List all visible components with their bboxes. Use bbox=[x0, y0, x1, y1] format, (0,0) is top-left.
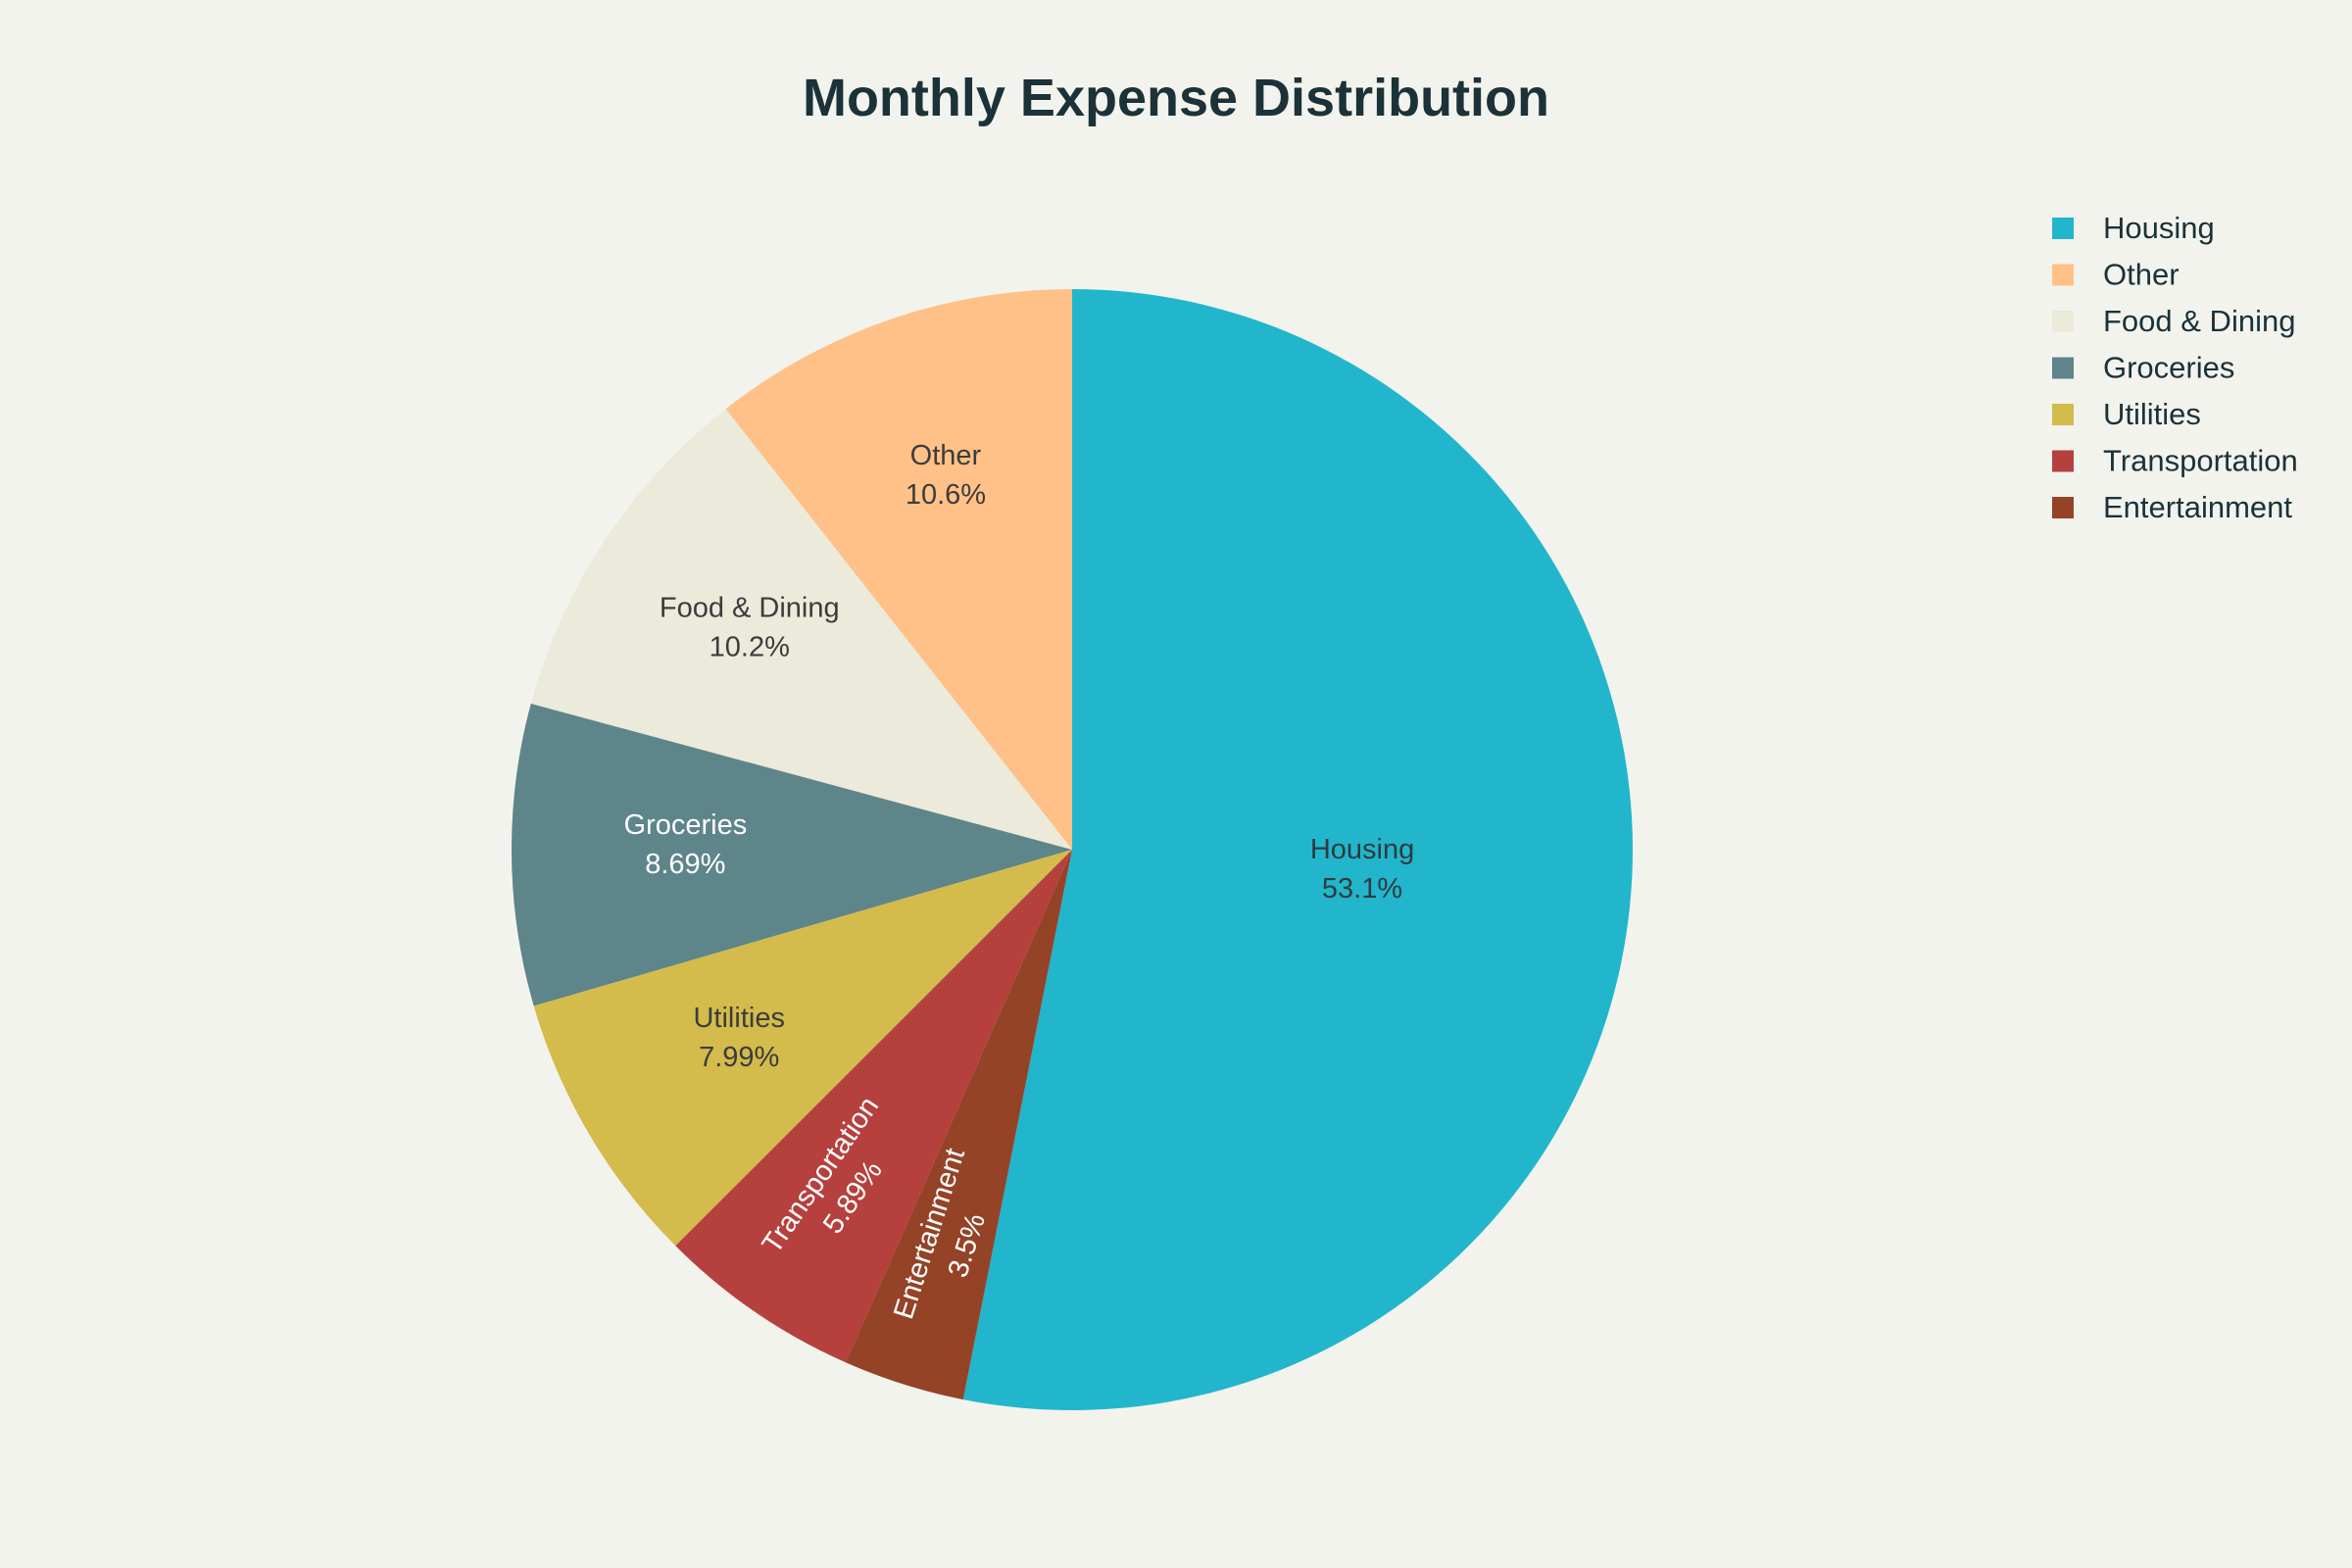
pie-slice-housing bbox=[962, 289, 1633, 1410]
legend-label: Groceries bbox=[2103, 351, 2234, 385]
legend-item-groceries[interactable]: Groceries bbox=[2052, 351, 2234, 385]
legend-swatch bbox=[2052, 404, 2074, 425]
legend-label: Housing bbox=[2103, 211, 2215, 245]
slice-label-groceries: Groceries 8.69% bbox=[623, 809, 747, 880]
legend-label: Other bbox=[2103, 258, 2180, 292]
legend-item-transportation[interactable]: Transportation bbox=[2052, 444, 2298, 478]
legend-swatch bbox=[2052, 497, 2074, 518]
legend-swatch bbox=[2052, 357, 2074, 379]
legend-label: Entertainment bbox=[2103, 490, 2292, 524]
legend-swatch bbox=[2052, 311, 2074, 332]
legend-item-food-and-dining[interactable]: Food & Dining bbox=[2052, 304, 2295, 338]
pie-slice-food-and-dining bbox=[530, 409, 1072, 850]
legend-label: Food & Dining bbox=[2103, 304, 2295, 338]
legend-item-utilities[interactable]: Utilities bbox=[2052, 397, 2201, 431]
pie-slice-other bbox=[725, 289, 1072, 850]
legend-label: Utilities bbox=[2103, 397, 2201, 431]
legend-item-entertainment[interactable]: Entertainment bbox=[2052, 490, 2292, 524]
slice-label-housing: Housing 53.1% bbox=[1310, 834, 1414, 905]
pie-slice-groceries bbox=[512, 704, 1072, 1006]
slice-label-food-and-dining: Food & Dining 10.2% bbox=[660, 592, 840, 662]
pie-slice-transportation bbox=[675, 850, 1072, 1363]
slice-label-other: Other 10.6% bbox=[906, 440, 986, 511]
legend-item-housing[interactable]: Housing bbox=[2052, 211, 2215, 245]
pie-slice-entertainment bbox=[845, 850, 1072, 1400]
pie-slice-utilities bbox=[533, 850, 1072, 1247]
chart-title: Monthly Expense Distribution bbox=[803, 69, 1549, 127]
legend-swatch bbox=[2052, 450, 2074, 472]
legend-label: Transportation bbox=[2103, 444, 2298, 478]
legend: Housing Other Food & Dining Groceries Utilit… bbox=[2052, 211, 2298, 524]
pie-slices bbox=[512, 289, 1633, 1410]
slice-label-utilities: Utilities 7.99% bbox=[693, 1003, 784, 1073]
legend-swatch bbox=[2052, 264, 2074, 286]
legend-swatch bbox=[2052, 218, 2074, 239]
legend-item-other[interactable]: Other bbox=[2052, 258, 2180, 292]
